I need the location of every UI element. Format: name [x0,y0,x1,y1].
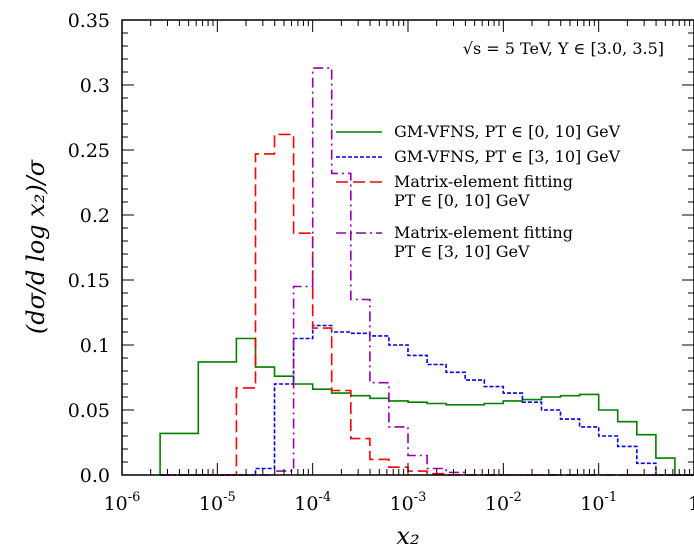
x-axis-title: x₂ [396,522,419,550]
y-tick-label: 0.05 [68,400,110,422]
annotation: √s = 5 TeV, Y ∈ [3.0, 3.5] [463,39,664,58]
x-tick-label: 10-2 [485,490,522,515]
series-line-4 [160,67,694,476]
y-tick-label: 0.0 [80,465,110,487]
x-tick-exponent: -5 [223,490,236,505]
series-line-1 [159,337,694,476]
x-tick-exponent: -1 [604,490,617,505]
x-tick-exponent: -4 [318,490,331,505]
y-tick-label: 0.2 [80,205,110,227]
legend-label: Matrix-element fitting PT ∈ [0, 10] GeV [394,172,573,210]
y-tick-label: 0.1 [80,335,110,357]
ticks-layer [121,19,694,476]
legend: GM-VFNS, PT ∈ [0, 10] GeV GM-VFNS, PT ∈ [… [336,122,621,261]
y-tick-label: 0.35 [68,10,110,32]
y-tick-label: 0.3 [80,75,110,97]
x-tick-base: 10 [390,493,414,515]
y-tick-label: 0.15 [68,270,110,292]
x-tick-base: 10 [294,493,318,515]
x-tick-base: 10 [485,493,509,515]
x-tick-base: 10 [104,493,128,515]
legend-label: Matrix-element fitting PT ∈ [3, 10] GeV [394,223,573,261]
curves-layer [159,67,694,476]
x-tick-label: 10-6 [104,490,141,515]
x-tick-base: 10 [580,493,604,515]
x-tick-base: 1 [688,493,694,515]
x-tick-label: 10-1 [580,490,617,515]
x-tick-base: 10 [199,493,223,515]
legend-label: GM-VFNS, PT ∈ [3, 10] GeV [394,147,621,166]
x-tick-exponent: -2 [509,490,522,505]
x-tick-label: 1 [688,493,694,515]
y-tick-label: 0.25 [68,140,110,162]
y-axis-title: (dσ/d log x₂)/σ [22,159,50,334]
tick-labels-layer: 10-610-510-410-310-210-110.00.050.10.150… [68,10,694,515]
x-tick-label: 10-3 [390,490,427,515]
x-tick-label: 10-5 [199,490,236,515]
series-line-2 [160,324,694,476]
x-tick-label: 10-4 [294,490,331,515]
x-tick-exponent: -6 [128,490,141,505]
legend-label: GM-VFNS, PT ∈ [0, 10] GeV [394,122,621,141]
x-tick-exponent: -3 [414,490,427,505]
